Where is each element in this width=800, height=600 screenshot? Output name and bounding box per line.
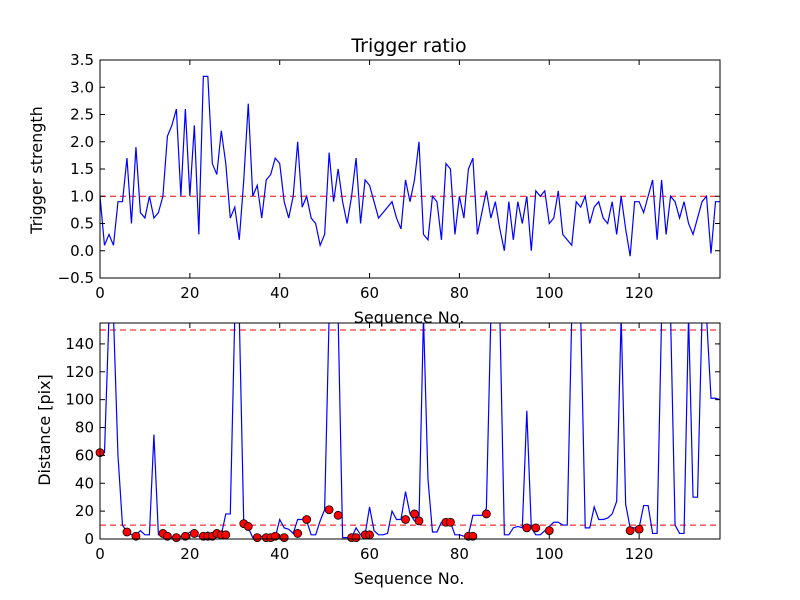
trigger-point <box>324 505 334 515</box>
top-y-axis-label: Trigger strength <box>27 106 46 235</box>
trigger-point <box>481 509 491 519</box>
x-tick-label: 40 <box>270 545 289 563</box>
top-y-ticks: −0.5 0.0 0.5 1.0 1.5 2.0 2.5 3.0 3.5 <box>58 51 720 287</box>
y-tick-label: 0 <box>84 530 94 548</box>
y-tick-label: 2.0 <box>70 133 94 151</box>
trigger-point <box>279 533 289 543</box>
x-tick-label: 20 <box>180 284 199 302</box>
y-tick-label: 60 <box>75 446 94 464</box>
distance-chart: 0 20 40 60 80 100 120 0 20 40 60 80 100 120 140 Seque… <box>35 322 721 588</box>
y-tick-label: 0.0 <box>70 242 94 260</box>
trigger-point <box>401 515 410 524</box>
trigger-point <box>221 530 231 540</box>
x-tick-label: 60 <box>360 284 379 302</box>
x-tick-label: 20 <box>180 545 199 563</box>
trigger-plot-area <box>100 75 720 257</box>
trigger-point <box>243 522 253 531</box>
bottom-x-ticks: 0 20 40 60 80 100 120 <box>95 323 653 563</box>
trigger-point <box>351 533 361 543</box>
x-tick-label: 100 <box>535 545 564 563</box>
y-tick-label: 1.5 <box>70 160 94 178</box>
x-tick-label: 40 <box>270 284 289 302</box>
y-tick-label: 140 <box>65 335 94 353</box>
y-tick-label: 100 <box>65 391 94 409</box>
bottom-y-ticks: 0 20 40 60 80 100 120 140 <box>65 335 720 548</box>
y-tick-label: 20 <box>75 502 94 520</box>
y-tick-label: 80 <box>75 419 94 437</box>
y-tick-label: 40 <box>75 474 94 492</box>
trigger-point <box>522 523 532 533</box>
y-tick-label: 1.0 <box>70 187 94 205</box>
x-tick-label: 100 <box>535 284 564 302</box>
x-tick-label: 120 <box>625 284 654 302</box>
trigger-point <box>625 526 635 536</box>
y-tick-label: 3.5 <box>70 51 94 69</box>
trigger-point <box>293 529 303 538</box>
trigger-point <box>122 527 132 537</box>
trigger-point <box>446 517 455 527</box>
plot-clip-group <box>100 323 720 539</box>
y-tick-label: 2.5 <box>70 106 94 124</box>
distance-plot-area <box>95 323 720 543</box>
plot-clip-group <box>100 75 720 257</box>
trigger-point <box>544 526 554 536</box>
trigger-point <box>333 510 343 520</box>
trigger-ratio-chart: Trigger ratio 0 20 40 60 80 100 120 −0.5 0.0 0.5… <box>27 35 721 327</box>
trigger-point <box>531 523 541 533</box>
trigger-point <box>131 531 141 541</box>
trigger-point <box>162 531 172 541</box>
trigger-point <box>634 524 644 534</box>
y-tick-label: 0.5 <box>70 215 94 233</box>
chart-title: Trigger ratio <box>350 35 466 57</box>
top-axes-frame <box>99 59 721 279</box>
x-tick-label: 0 <box>95 284 105 302</box>
trigger-point <box>414 516 424 526</box>
x-tick-label: 80 <box>450 284 469 302</box>
top-x-ticks: 0 20 40 60 80 100 120 <box>95 60 653 302</box>
bottom-x-axis-label: Sequence No. <box>354 569 465 588</box>
trigger-point <box>189 529 199 538</box>
top-x-axis-label: Sequence No. <box>354 308 465 327</box>
y-tick-label: −0.5 <box>58 269 94 287</box>
x-tick-label: 60 <box>360 545 379 563</box>
series-line-0 <box>100 323 720 539</box>
x-tick-label: 80 <box>450 545 469 563</box>
x-tick-label: 0 <box>95 545 105 563</box>
y-tick-label: 3.0 <box>70 78 94 96</box>
trigger-point <box>302 515 312 524</box>
bottom-y-axis-label: Distance [pix] <box>35 374 54 486</box>
trigger-point <box>468 531 478 541</box>
y-tick-label: 120 <box>65 363 94 381</box>
trigger-point <box>410 509 419 519</box>
x-tick-label: 120 <box>625 545 654 563</box>
trigger-point <box>171 533 181 543</box>
trigger-point <box>252 533 262 543</box>
bottom-axes-frame <box>99 322 721 540</box>
series-line-0 <box>100 75 720 257</box>
